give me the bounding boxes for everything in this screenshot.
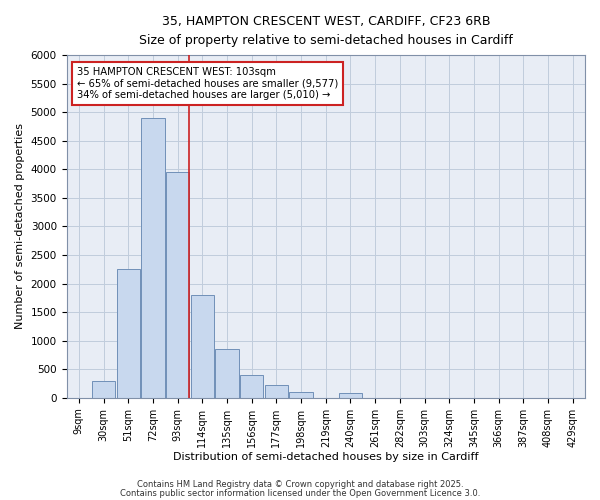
Bar bbox=[116, 270, 140, 398]
Bar bbox=[265, 384, 288, 398]
Bar bbox=[339, 394, 362, 398]
Y-axis label: Number of semi-detached properties: Number of semi-detached properties bbox=[15, 124, 25, 330]
Bar bbox=[215, 350, 239, 398]
Bar bbox=[191, 295, 214, 398]
Bar bbox=[240, 375, 263, 398]
Bar bbox=[92, 382, 115, 398]
Text: 35 HAMPTON CRESCENT WEST: 103sqm
← 65% of semi-detached houses are smaller (9,57: 35 HAMPTON CRESCENT WEST: 103sqm ← 65% o… bbox=[77, 67, 338, 100]
Title: 35, HAMPTON CRESCENT WEST, CARDIFF, CF23 6RB
Size of property relative to semi-d: 35, HAMPTON CRESCENT WEST, CARDIFF, CF23… bbox=[139, 15, 513, 47]
Bar bbox=[166, 172, 190, 398]
Text: Contains HM Land Registry data © Crown copyright and database right 2025.: Contains HM Land Registry data © Crown c… bbox=[137, 480, 463, 489]
Bar bbox=[141, 118, 164, 398]
Bar bbox=[289, 392, 313, 398]
X-axis label: Distribution of semi-detached houses by size in Cardiff: Distribution of semi-detached houses by … bbox=[173, 452, 479, 462]
Text: Contains public sector information licensed under the Open Government Licence 3.: Contains public sector information licen… bbox=[120, 489, 480, 498]
